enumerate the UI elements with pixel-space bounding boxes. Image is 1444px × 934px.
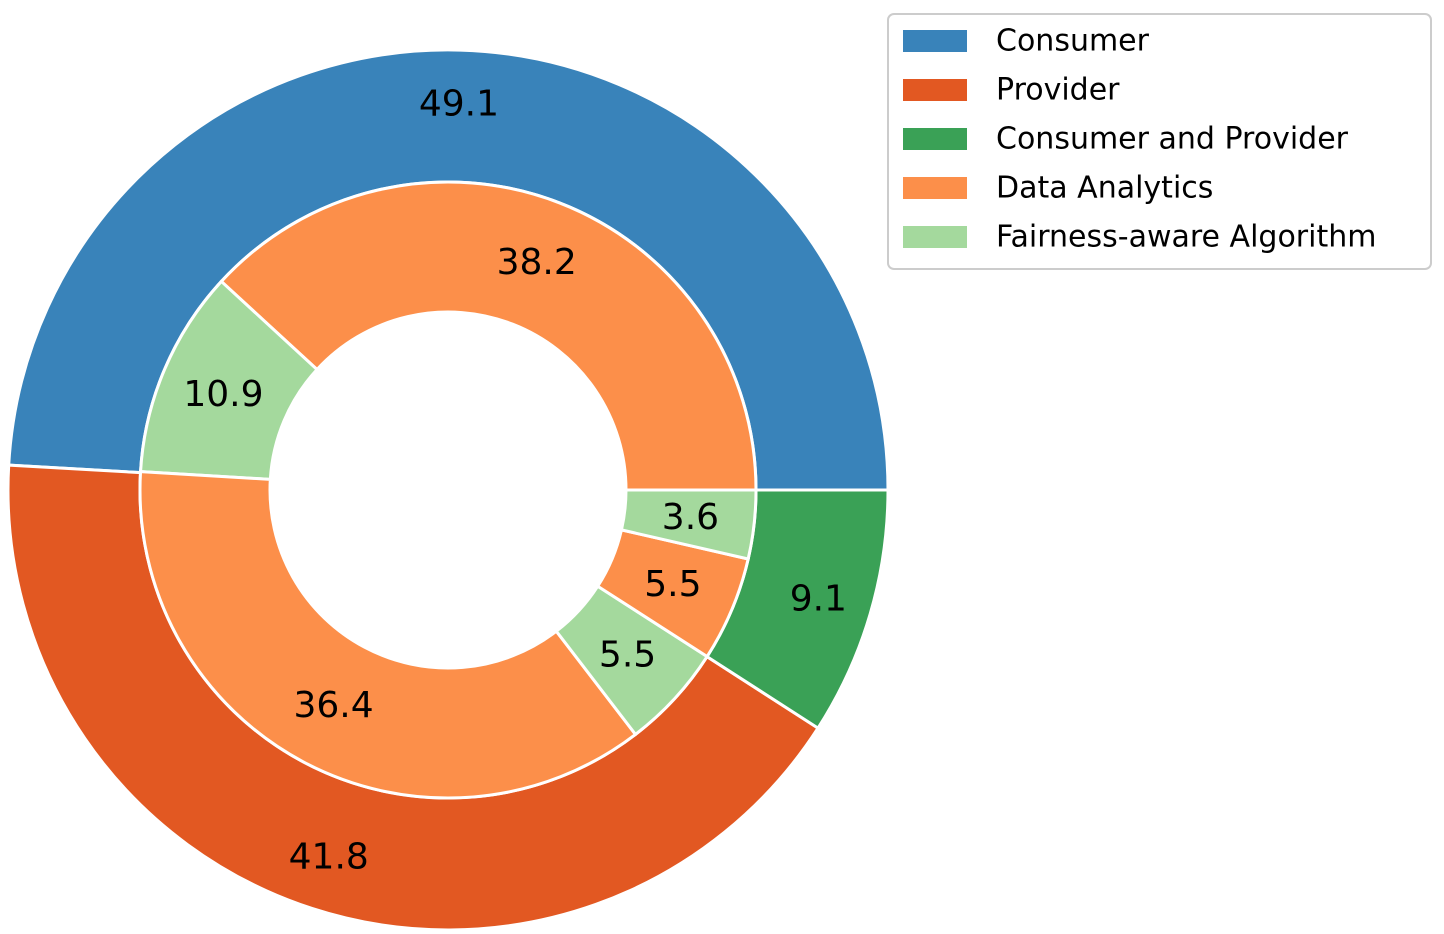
inner-label-provider-data-analytics: 36.4 xyxy=(294,685,374,726)
legend-label-fairness-aware-algorithm: Fairness-aware Algorithm xyxy=(996,220,1376,255)
outer-label-consumer: 49.1 xyxy=(419,84,499,125)
legend: Consumer Provider Consumer and Provider Dat… xyxy=(887,13,1432,270)
inner-label-consumer-data-analytics: 38.2 xyxy=(497,242,577,283)
inner-label-consumer-and-provider-fairness-aware-algorithm: 3.6 xyxy=(662,497,719,538)
outer-label-consumer-and-provider: 9.1 xyxy=(790,578,847,619)
inner-slice-consumer-and-provider-fairness-aware-algorithm xyxy=(619,488,758,561)
legend-swatch-data-analytics xyxy=(903,177,967,199)
inner-label-consumer-and-provider-data-analytics: 5.5 xyxy=(644,564,701,605)
legend-label-data-analytics: Data Analytics xyxy=(996,171,1213,206)
outer-label-provider: 41.8 xyxy=(289,837,369,878)
inner-slice-provider-data-analytics xyxy=(138,470,638,800)
legend-swatch-fairness-aware-algorithm xyxy=(903,226,967,248)
inner-ring xyxy=(138,180,758,800)
legend-label-consumer: Consumer xyxy=(996,24,1150,59)
inner-slice-consumer-data-analytics xyxy=(219,180,758,492)
outer-ring xyxy=(6,48,890,932)
inner-label-consumer-fairness-aware-algorithm: 10.9 xyxy=(183,374,263,415)
legend-label-consumer-and-provider: Consumer and Provider xyxy=(996,122,1349,157)
legend-swatch-consumer-and-provider xyxy=(903,128,967,150)
legend-label-provider: Provider xyxy=(996,73,1120,108)
legend-swatch-consumer xyxy=(903,30,967,52)
legend-swatch-provider xyxy=(903,79,967,101)
inner-label-provider-fairness-aware-algorithm: 5.5 xyxy=(599,635,656,676)
legend-frame xyxy=(887,13,1432,270)
slice-labels: 49.1 41.8 9.1 38.2 10.9 36.4 5.5 5.5 3.6 xyxy=(183,84,847,878)
